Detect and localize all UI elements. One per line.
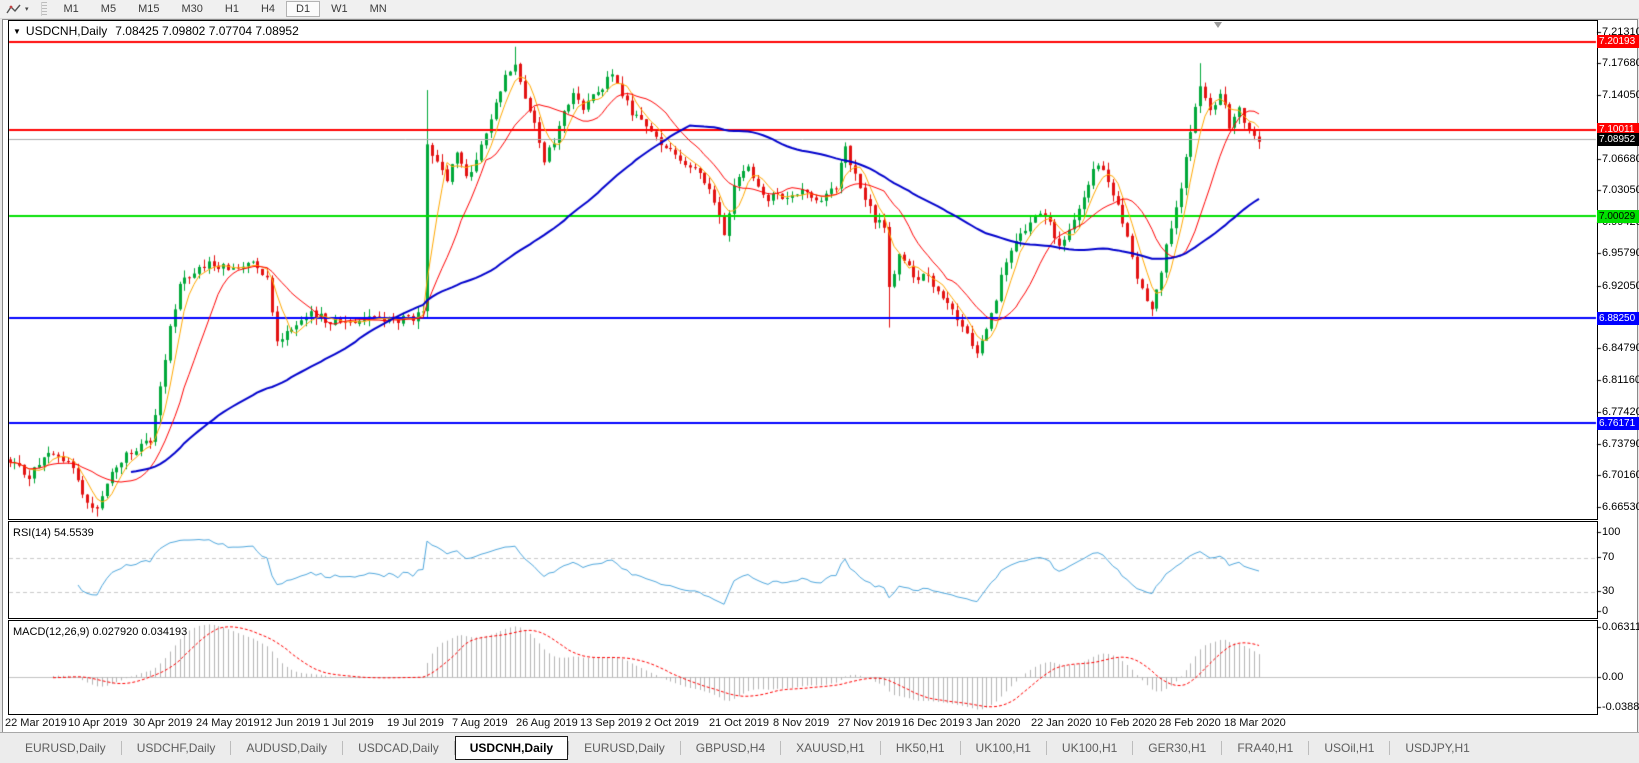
timeframe-m5[interactable]: M5 xyxy=(100,3,117,15)
toolbar: ▾ M1 M5 M15 M30 H1 H4 D1 W1 MN xyxy=(0,0,1639,19)
macd-tick: 0.063113 xyxy=(1602,621,1639,633)
rsi-tick: 100 xyxy=(1602,526,1621,538)
tab-hk50-h1[interactable]: HK50,H1 xyxy=(895,741,945,755)
date-tick: 30 Apr 2019 xyxy=(133,717,193,729)
tab-separator xyxy=(1308,741,1310,755)
tab-uk100-h1[interactable]: UK100,H1 xyxy=(975,741,1031,755)
date-tick: 21 Oct 2019 xyxy=(709,717,769,729)
tab-separator xyxy=(679,741,681,755)
tab-separator xyxy=(453,741,455,755)
date-tick: 13 Sep 2019 xyxy=(580,717,643,729)
date-tick: 12 Jun 2019 xyxy=(260,717,321,729)
tab-usoil-h1[interactable]: USOil,H1 xyxy=(1324,741,1375,755)
price-badge: 6.76171 xyxy=(1597,416,1639,430)
tab-uk100-h1[interactable]: UK100,H1 xyxy=(1061,741,1118,755)
tab-eurusd-daily[interactable]: EURUSD,Daily xyxy=(584,741,665,755)
rsi-tick: 70 xyxy=(1602,551,1615,563)
macd-label: MACD(12,26,9) 0.027920 0.034193 xyxy=(13,626,188,638)
price-badge: 7.08952 xyxy=(1597,132,1639,146)
price-tick: 7.14050 xyxy=(1602,88,1639,101)
zigzag-icon xyxy=(6,4,21,14)
price-tick: 7.21310 xyxy=(1602,25,1639,38)
tab-separator xyxy=(1389,741,1391,755)
timeframe-d1[interactable]: D1 xyxy=(286,1,321,17)
tab-separator xyxy=(120,741,122,755)
date-tick: 10 Apr 2019 xyxy=(68,717,128,729)
date-tick: 16 Dec 2019 xyxy=(902,717,965,729)
chart-shift-marker-icon[interactable] xyxy=(1214,22,1222,28)
price-tick: 6.77420 xyxy=(1602,406,1639,419)
timeframe-h1[interactable]: H1 xyxy=(224,3,239,15)
date-tick: 19 Jul 2019 xyxy=(387,717,444,729)
tab-fra40-h1[interactable]: FRA40,H1 xyxy=(1237,741,1294,755)
timeframe-m15[interactable]: M15 xyxy=(138,3,160,15)
timeframe-buttons: M1 M5 M15 M30 H1 H4 D1 W1 MN xyxy=(53,1,398,17)
tab-separator xyxy=(1045,741,1047,755)
date-tick: 10 Feb 2020 xyxy=(1095,717,1157,729)
tab-gbpusd-h4[interactable]: GBPUSD,H4 xyxy=(695,741,766,755)
price-badge: 7.20193 xyxy=(1597,35,1639,49)
price-tick: 6.95790 xyxy=(1602,247,1639,260)
tab-usdcad-daily[interactable]: USDCAD,Daily xyxy=(358,741,439,755)
tab-audusd-daily[interactable]: AUDUSD,Daily xyxy=(246,741,328,755)
tab-separator xyxy=(568,741,570,755)
date-tick: 28 Feb 2020 xyxy=(1159,717,1221,729)
price-tick: 7.03050 xyxy=(1602,184,1639,197)
rsi-tick: 0 xyxy=(1602,605,1609,617)
tab-usdjpy-h1[interactable]: USDJPY,H1 xyxy=(1405,741,1470,755)
tab-usdchf-daily[interactable]: USDCHF,Daily xyxy=(136,741,216,755)
chart-title: ▼ USDCNH,Daily 7.08425 7.09802 7.07704 7.0… xyxy=(13,24,299,38)
price-tick: 6.81160 xyxy=(1602,373,1639,386)
toolbar-grip[interactable] xyxy=(40,2,47,16)
date-tick: 18 Mar 2020 xyxy=(1224,717,1286,729)
rsi-tick: 30 xyxy=(1602,585,1615,597)
macd-tick: 0.00 xyxy=(1602,671,1624,683)
date-tick: 3 Jan 2020 xyxy=(966,717,1021,729)
rsi-label: RSI(14) 54.5539 xyxy=(13,527,94,539)
timeframe-w1[interactable]: W1 xyxy=(331,3,348,15)
price-tick: 6.92050 xyxy=(1602,279,1639,292)
tab-xauusd-h1[interactable]: XAUUSD,H1 xyxy=(796,741,865,755)
date-tick: 26 Aug 2019 xyxy=(516,717,578,729)
tab-ger30-h1[interactable]: GER30,H1 xyxy=(1148,741,1207,755)
price-tick: 6.70160 xyxy=(1602,469,1639,482)
symbol-tab-bar: EURUSD,Daily USDCHF,Daily AUDUSD,Daily USDC… xyxy=(0,732,1639,763)
tab-separator xyxy=(780,741,782,755)
date-tick: 27 Nov 2019 xyxy=(838,717,901,729)
date-tick: 22 Jan 2020 xyxy=(1031,717,1092,729)
tab-separator xyxy=(959,741,961,755)
one-click-caret-icon[interactable]: ▼ xyxy=(13,27,21,36)
price-tick: 7.06680 xyxy=(1602,152,1639,165)
date-tick: 7 Aug 2019 xyxy=(452,717,508,729)
tab-separator xyxy=(1221,741,1223,755)
line-studies-icon[interactable]: ▾ xyxy=(0,1,33,17)
price-tick: 6.66530 xyxy=(1602,500,1639,513)
tab-eurusd-daily[interactable]: EURUSD,Daily xyxy=(25,741,106,755)
date-tick: 24 May 2019 xyxy=(196,717,260,729)
date-tick: 1 Jul 2019 xyxy=(323,717,374,729)
tab-separator xyxy=(342,741,344,755)
price-tick: 6.84790 xyxy=(1602,342,1639,355)
price-badge: 6.88250 xyxy=(1597,311,1639,325)
timeframe-m30[interactable]: M30 xyxy=(181,3,203,15)
date-tick: 22 Mar 2019 xyxy=(5,717,67,729)
tab-usdcnh-daily[interactable]: USDCNH,Daily xyxy=(454,736,569,760)
tab-separator xyxy=(879,741,881,755)
timeframe-m1[interactable]: M1 xyxy=(63,3,79,15)
tab-separator xyxy=(1132,741,1134,755)
macd-tick: -0.038872 xyxy=(1602,701,1639,713)
date-tick: 2 Oct 2019 xyxy=(645,717,699,729)
ohlc-readout: 7.08425 7.09802 7.07704 7.08952 xyxy=(115,24,299,38)
timeframe-h4[interactable]: H4 xyxy=(260,3,276,15)
symbol-label: USDCNH,Daily xyxy=(25,24,108,38)
chevron-down-icon: ▾ xyxy=(25,6,29,13)
tab-separator xyxy=(230,741,232,755)
price-tick: 7.17680 xyxy=(1602,57,1639,70)
date-tick: 8 Nov 2019 xyxy=(773,717,830,729)
price-tick: 6.73790 xyxy=(1602,437,1639,450)
price-badge: 7.00029 xyxy=(1597,209,1639,223)
timeframe-mn[interactable]: MN xyxy=(369,3,387,15)
